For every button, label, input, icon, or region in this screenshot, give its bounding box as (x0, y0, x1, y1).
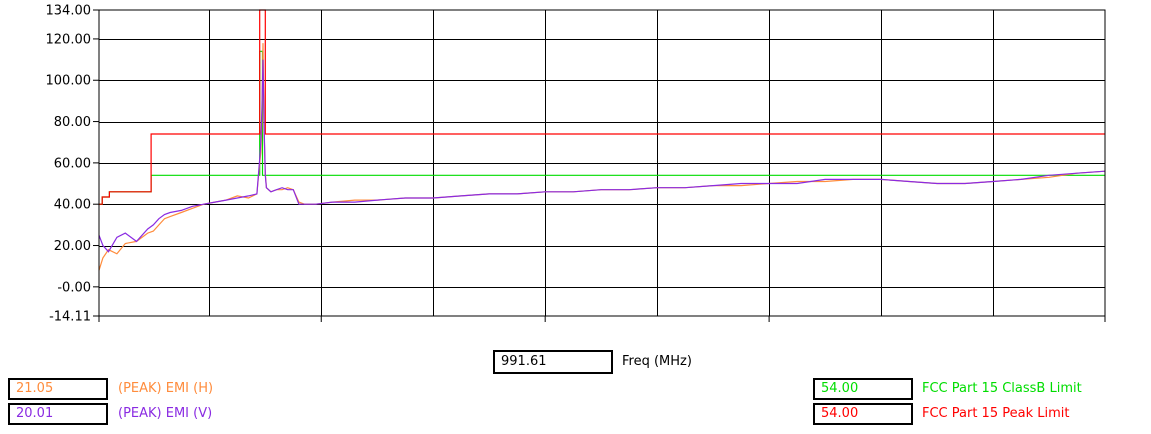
series-line-fcc-part-15-peak-limit (99, 9, 1105, 205)
series-line-fcc-part-15-classb-limit (99, 50, 1105, 205)
legend-label-emi-v: (PEAK) EMI (V) (118, 406, 213, 421)
y-tick-label: -14.11 (49, 310, 91, 325)
x-axis-label: Freq (MHz) (622, 354, 692, 369)
y-tick-label: 20.00 (54, 239, 91, 254)
y-tick-label: 120.00 (46, 32, 92, 47)
plot-frame (98, 9, 1106, 317)
legend-value-classb-limit[interactable]: 54.00 (813, 378, 913, 400)
cursor-readout[interactable]: 991.61 (493, 350, 613, 374)
emi-chart: 134.00 120.00 100.00 80.00 60.00 40.00 20.00 -0… (46, 4, 1106, 325)
legend-value-emi-h[interactable]: 21.05 (8, 378, 108, 400)
y-tick-label: 100.00 (46, 74, 92, 89)
y-tick-label: 134.00 (46, 4, 92, 19)
series-line-peak-emi-h (98, 43, 1106, 271)
legend-label-classb-limit: FCC Part 15 ClassB Limit (922, 381, 1082, 396)
y-tick-label: 60.00 (54, 156, 91, 171)
y-tick-label: 80.00 (54, 115, 91, 130)
series-line-peak-emi-v (98, 59, 1106, 253)
legend-value-emi-v[interactable]: 20.01 (8, 403, 108, 425)
legend-label-emi-h: (PEAK) EMI (H) (118, 381, 214, 396)
y-tick-label: -0.00 (57, 280, 91, 295)
y-tick-label: 40.00 (54, 198, 91, 213)
legend-label-peak-limit: FCC Part 15 Peak Limit (922, 406, 1070, 421)
legend-value-peak-limit[interactable]: 54.00 (813, 403, 913, 425)
